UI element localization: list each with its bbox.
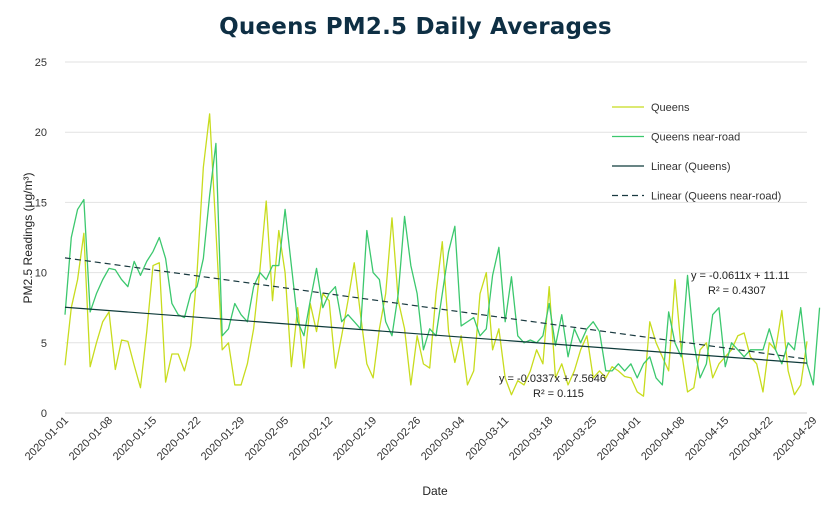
x-tick-label: 2020-01-08 xyxy=(67,415,115,463)
x-tick-label: 2020-04-01 xyxy=(595,415,643,463)
x-tick-label: 2020-04-22 xyxy=(727,415,775,463)
x-axis-label: Date xyxy=(422,484,448,498)
legend-label: Linear (Queens near-road) xyxy=(651,191,781,203)
legend: Queens Queens near-road Linear (Queens) Lin… xyxy=(612,102,781,203)
x-tick-group: 2020-01-08 xyxy=(67,415,115,463)
y-tick-label: 20 xyxy=(35,127,47,139)
x-tick-label: 2020-02-05 xyxy=(243,415,291,463)
x-tick-group: 2020-01-22 xyxy=(155,415,203,463)
x-tick-label: 2020-02-12 xyxy=(287,415,335,463)
trendline-r2-near-road: R² = 0.4307 xyxy=(708,285,766,297)
x-tick-label: 2020-04-29 xyxy=(771,415,819,463)
x-tick-label: 2020-03-11 xyxy=(464,415,512,463)
x-tick-group: 2020-03-18 xyxy=(507,415,555,463)
y-tick-label: 10 xyxy=(35,268,47,280)
x-tick-label: 2020-01-15 xyxy=(111,415,159,463)
x-tick-group: 2020-02-26 xyxy=(375,415,423,463)
trendline-queens-near-road xyxy=(64,257,808,360)
x-tick-group: 2020-03-11 xyxy=(464,415,512,463)
x-tick-label: 2020-01-29 xyxy=(199,415,247,463)
series-lines xyxy=(64,113,821,397)
chart-title: Queens PM2.5 Daily Averages xyxy=(219,14,612,40)
x-tick-group: 2020-04-08 xyxy=(639,415,687,463)
series-line-queens-near-road xyxy=(64,142,821,386)
trendline-equation-queens: y = -0.0337x + 7.5646 xyxy=(499,373,606,385)
legend-label: Queens xyxy=(651,102,690,114)
trendline-r2-queens: R² = 0.115 xyxy=(533,388,584,400)
x-tick-label: 2020-03-04 xyxy=(419,415,467,463)
x-axis-ticks: 2020-01-012020-01-082020-01-152020-01-22… xyxy=(23,415,820,463)
x-tick-label: 2020-02-19 xyxy=(331,415,379,463)
y-tick-label: 5 xyxy=(41,338,47,350)
y-tick-label: 0 xyxy=(41,408,47,420)
x-tick-group: 2020-04-01 xyxy=(595,415,643,463)
x-tick-group: 2020-02-19 xyxy=(331,415,379,463)
x-tick-label: 2020-04-15 xyxy=(683,415,731,463)
y-axis-ticks: 0 5 10 15 20 25 xyxy=(35,57,47,420)
y-tick-label: 25 xyxy=(35,57,47,69)
legend-label: Linear (Queens) xyxy=(651,161,731,173)
series-line-queens xyxy=(64,113,808,397)
x-tick-group: 2020-02-12 xyxy=(287,415,335,463)
x-tick-group: 2020-04-29 xyxy=(771,415,819,463)
x-tick-group: 2020-03-25 xyxy=(551,415,599,463)
x-tick-label: 2020-04-08 xyxy=(639,415,687,463)
x-tick-label: 2020-01-22 xyxy=(155,415,203,463)
y-tick-label: 15 xyxy=(35,197,47,209)
x-tick-group: 2020-03-04 xyxy=(419,415,467,463)
legend-label: Queens near-road xyxy=(651,132,740,144)
trendlines xyxy=(64,257,808,364)
x-tick-group: 2020-01-15 xyxy=(111,415,159,463)
trendline-equation-near-road: y = -0.0611x + 11.11 xyxy=(691,270,789,282)
x-tick-label: 2020-03-25 xyxy=(551,415,599,463)
x-tick-group: 2020-04-22 xyxy=(727,415,775,463)
x-tick-group: 2020-01-01 xyxy=(23,415,71,463)
x-tick-label: 2020-03-18 xyxy=(507,415,555,463)
x-tick-label: 2020-02-26 xyxy=(375,415,423,463)
y-axis-label: PM2.5 Readings (μg/m³) xyxy=(21,173,35,304)
trendline-queens xyxy=(64,306,808,364)
x-tick-group: 2020-04-15 xyxy=(683,415,731,463)
gridlines xyxy=(65,61,807,414)
x-tick-group: 2020-02-05 xyxy=(243,415,291,463)
x-tick-label: 2020-01-01 xyxy=(23,415,71,463)
x-tick-group: 2020-01-29 xyxy=(199,415,247,463)
